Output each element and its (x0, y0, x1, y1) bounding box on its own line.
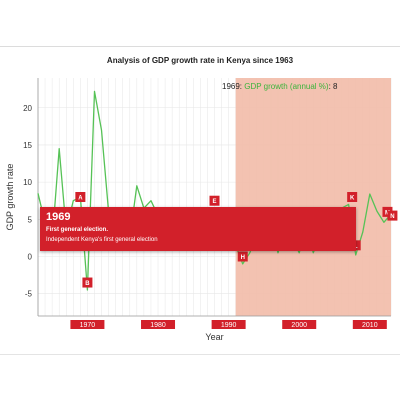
x-tick-label: 1990 (221, 322, 237, 329)
x-tick-box (141, 320, 176, 329)
x-tick-box (282, 320, 317, 329)
event-marker-label: B (85, 281, 90, 287)
x-tick-label: 2000 (291, 322, 307, 329)
readout-value: 8 (333, 82, 338, 91)
tooltip-year: 1969 (46, 211, 71, 223)
event-marker-label: A (78, 196, 83, 202)
bottom-divider (0, 354, 400, 355)
y-tick-label: 10 (23, 178, 32, 187)
tooltip-title: First general election. (46, 227, 109, 233)
event-marker (82, 277, 93, 288)
y-axis-title: GDP growth rate (5, 164, 15, 231)
x-tick-box (70, 320, 105, 329)
x-tick-label: 1970 (80, 322, 96, 329)
readout-series: GDP growth (annual %) (244, 82, 329, 91)
x-tick-label: 1980 (150, 322, 166, 329)
top-divider (0, 46, 400, 47)
x-tick-label: 2010 (362, 322, 378, 329)
readout-year: 1969 (222, 82, 240, 91)
hover-readout: 1969: GDP growth (annual %): 8 (222, 82, 338, 91)
event-marker-label: H (241, 255, 245, 261)
event-tooltip: 1969 First general election. Independent… (40, 207, 356, 251)
event-marker-label: K (350, 196, 355, 202)
x-tick-box (352, 320, 387, 329)
event-marker (209, 195, 220, 206)
event-marker-label: E (212, 199, 216, 205)
y-tick-label: 0 (28, 253, 33, 262)
event-marker (75, 192, 86, 202)
event-marker (237, 251, 248, 262)
y-tick-label: 5 (28, 215, 33, 224)
shaded-period (235, 78, 391, 316)
event-marker-label: N (390, 214, 394, 220)
x-axis-title: Year (205, 332, 223, 342)
y-tick-label: 20 (23, 104, 32, 113)
event-marker (387, 210, 398, 221)
chart-title: Analysis of GDP growth rate in Kenya sin… (106, 56, 294, 65)
event-marker (347, 192, 358, 202)
y-tick-label: 15 (23, 141, 32, 150)
y-tick-label: -5 (25, 290, 33, 299)
tooltip-description: Independent Kenya's first general electi… (46, 237, 158, 243)
x-tick-box (211, 320, 246, 329)
